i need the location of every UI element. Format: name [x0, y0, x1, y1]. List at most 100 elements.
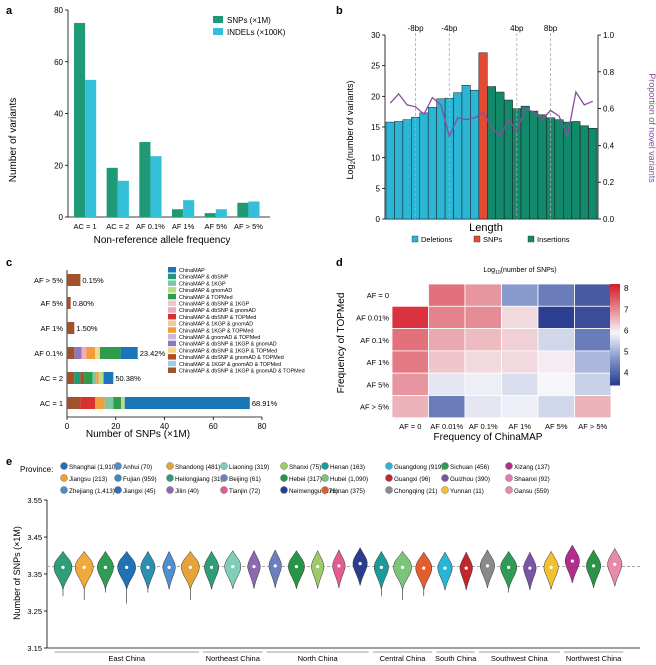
c-xlabel: Number of SNPs (×1M)	[86, 429, 190, 440]
e-legend-swatch	[385, 486, 393, 494]
b-ytick-label: 15	[371, 123, 380, 132]
c-xtick-label: 20	[111, 422, 120, 431]
d-heatmap-cell	[391, 283, 429, 307]
c-bar-segment	[96, 372, 99, 384]
c-bar-segment	[92, 372, 97, 384]
a-bar-snp	[204, 213, 216, 217]
e-violin	[523, 551, 537, 591]
d-colorbar-tick: 8	[624, 284, 629, 293]
d-xlabel: Frequency of ChinaMAP	[434, 432, 543, 443]
d-colorbar-step	[610, 379, 620, 383]
e-violin-median-dot	[591, 564, 596, 568]
d-colorbar-title: Log10(number of SNPs)	[483, 267, 556, 276]
b-xlabel: Length	[469, 222, 503, 234]
a-bar-snp	[237, 202, 249, 217]
c-legend-swatch	[168, 327, 176, 333]
e-legend-label: Chongqing (21)	[394, 488, 437, 495]
d-heatmap-cell	[428, 372, 466, 396]
a-xtick-label: AF 5%	[205, 222, 228, 231]
d-colorbar-step	[610, 357, 620, 361]
e-legend-swatch	[280, 462, 288, 470]
e-violin	[53, 550, 73, 591]
c-bar-segment	[67, 397, 81, 409]
d-ytick-label: AF 1%	[366, 358, 389, 367]
e-legend-swatch	[441, 474, 449, 482]
d-colorbar-step	[610, 294, 620, 298]
c-bar-segment	[104, 397, 114, 409]
c-bar-segment	[120, 347, 138, 359]
c-percent-label: 0.15%	[82, 276, 104, 285]
e-violin	[393, 550, 412, 591]
e-legend-swatch	[220, 486, 228, 494]
e-legend-swatch	[60, 474, 68, 482]
panel-label-e: e	[6, 456, 12, 468]
c-ytick-label: AC = 1	[40, 399, 63, 408]
b-bar-ins	[579, 125, 589, 220]
b-ylabel: Log2(number of variants)	[345, 81, 357, 180]
d-heatmap-cell	[391, 328, 429, 352]
d-colorbar-step	[610, 304, 620, 308]
b-legend-label: Insertions	[537, 235, 570, 244]
c-bar-segment	[67, 297, 71, 309]
d-heatmap-cell	[501, 372, 539, 396]
d-colorbar-step	[610, 377, 620, 381]
d-colorbar-step	[610, 286, 620, 290]
e-legend-label: Liaoning (319)	[229, 464, 269, 471]
e-legend-label: Guangxi (96)	[394, 476, 430, 483]
c-legend-swatch	[168, 280, 176, 286]
e-violin-median-dot	[252, 565, 256, 569]
c-ytick-label: AC = 2	[40, 374, 63, 383]
e-legend-label: Jilin (40)	[175, 488, 199, 495]
c-legend-label: ChinaMAP & dbSNP & 1KGP	[179, 302, 250, 308]
e-legend-label: Fujian (959)	[123, 476, 157, 483]
c-xtick-label: 60	[209, 422, 218, 431]
d-heatmap-cell	[391, 395, 429, 419]
a-ytick-label: 40	[54, 110, 63, 119]
e-violin-median-dot	[167, 565, 171, 569]
e-legend-label: Tianjin (72)	[229, 488, 260, 495]
panel-label-a: a	[6, 5, 13, 17]
e-region-label: Northwest China	[566, 654, 622, 663]
c-bar-segment	[67, 347, 75, 359]
b-y2tick-label: 0.8	[603, 68, 615, 77]
c-legend-label: ChinaMAP & dbSNP & 1KGP & gnomAD & TOPMe…	[179, 369, 305, 375]
a-bar-snp	[139, 141, 151, 217]
e-region-label: East China	[108, 654, 146, 663]
d-colorbar-step	[610, 316, 620, 320]
c-bar-segment	[121, 397, 125, 409]
b-y2tick-label: 0.6	[603, 105, 615, 114]
a-ytick-label: 0	[59, 213, 64, 222]
d-colorbar-step	[610, 352, 620, 356]
c-bar-segment	[81, 347, 87, 359]
c-bar-segment	[67, 322, 75, 334]
e-legend-label: Hubei (1,090)	[330, 476, 368, 483]
d-heatmap-cell	[501, 350, 539, 374]
e-legend-swatch	[220, 474, 228, 482]
b-bar-del	[385, 121, 395, 220]
d-heatmap-cell	[574, 395, 612, 419]
d-xtick-label: AF = 0	[399, 422, 421, 431]
e-legend-label: Gansu (559)	[514, 488, 549, 495]
b-bar-del	[453, 92, 463, 220]
a-legend-indel: INDELs (×100K)	[227, 28, 286, 37]
d-colorbar-step	[610, 289, 620, 293]
d-xtick-label: AF 5%	[545, 422, 568, 431]
d-heatmap-cell	[391, 305, 429, 329]
a-bar-indel	[117, 180, 129, 217]
e-legend-swatch	[321, 474, 329, 482]
d-colorbar-step	[610, 359, 620, 363]
c-legend-label: ChinaMAP & dbSNP & 1KGP & gnomAD	[179, 342, 277, 348]
e-legend-swatch	[166, 474, 174, 482]
d-heatmap-cell	[501, 283, 539, 307]
d-heatmap-cell	[574, 283, 612, 307]
e-legend-swatch	[280, 486, 288, 494]
d-colorbar-step	[610, 326, 620, 330]
b-bar-ins	[520, 105, 530, 220]
d-heatmap-cell	[574, 372, 612, 396]
d-colorbar-step	[610, 314, 620, 318]
panel-e-violin-chart: Province: Number of SNPs (×1M) Shanghai …	[12, 462, 640, 663]
d-ytick-label: AF 0.1%	[360, 336, 389, 345]
a-bar-indel	[248, 201, 260, 217]
d-heatmap-cell	[428, 328, 466, 352]
